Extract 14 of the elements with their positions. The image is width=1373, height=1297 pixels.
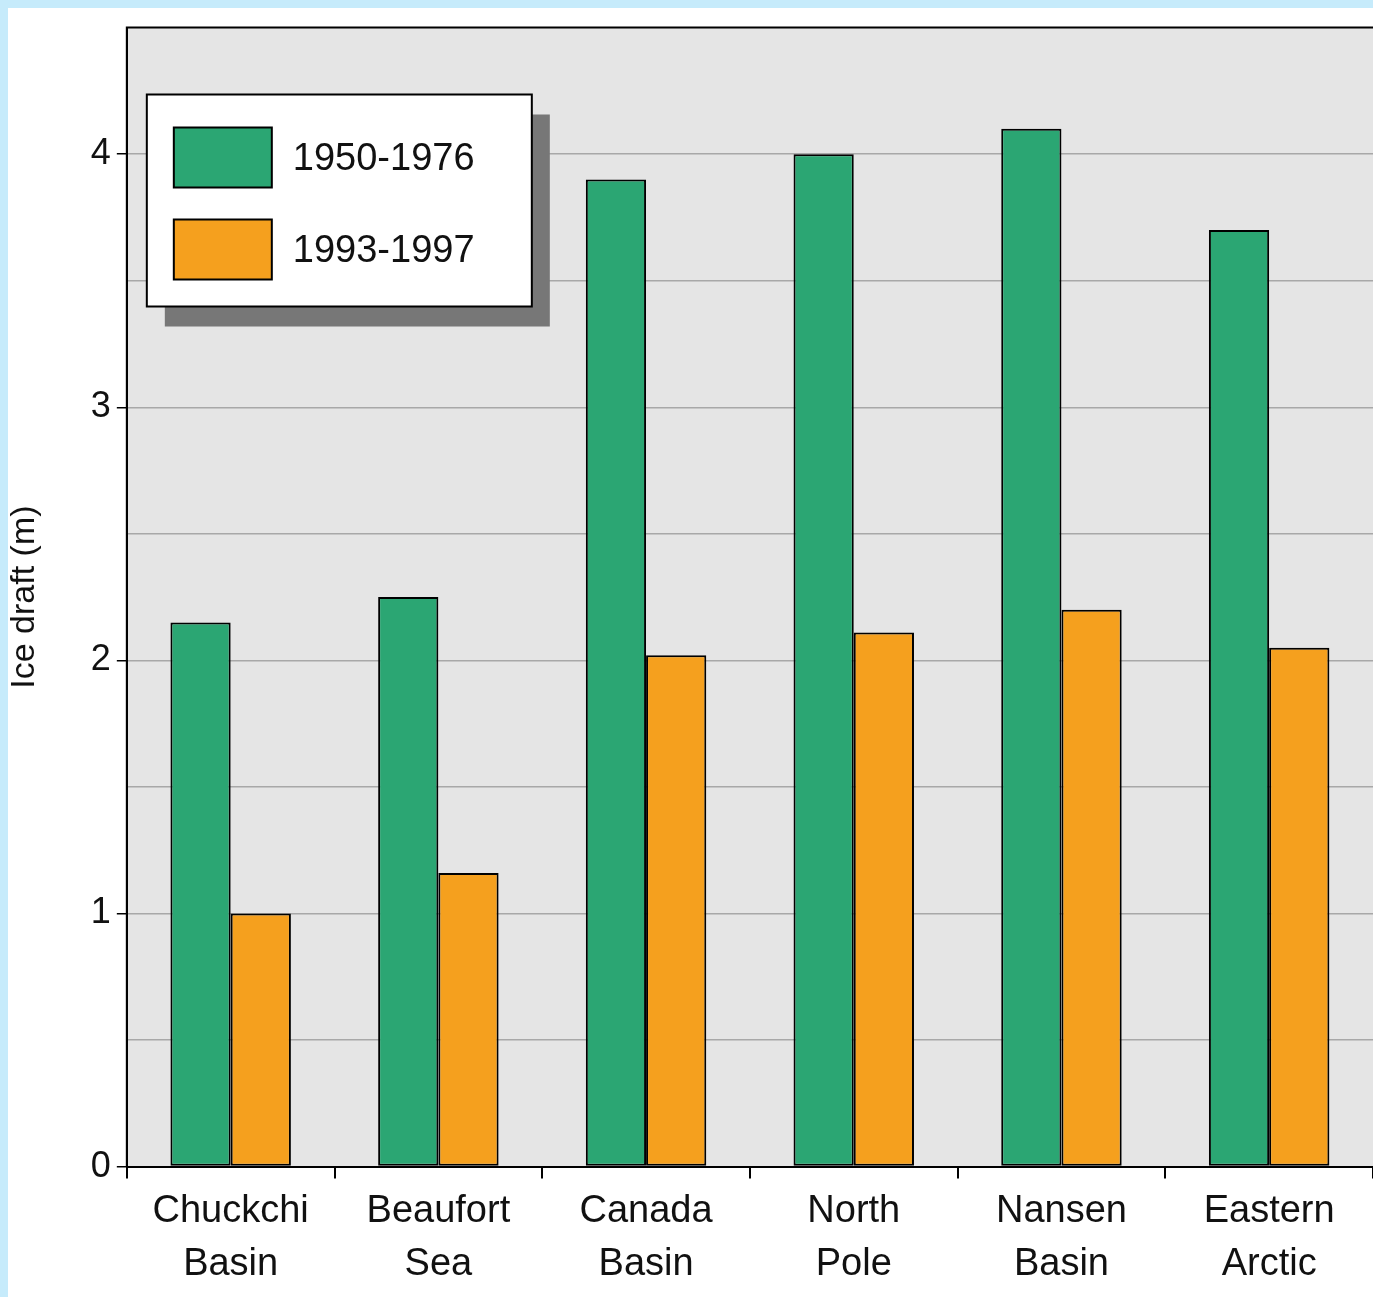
x-tick-label: Nansen Basin <box>995 1187 1127 1283</box>
legend-label: 1993-1997 <box>292 228 475 271</box>
legend-label: 1950-1976 <box>292 136 475 179</box>
y-tick-label: 1 <box>90 890 111 932</box>
x-tick-label: Chuckchi Basin <box>152 1187 309 1283</box>
x-tick-label: Canada Basin <box>579 1187 714 1283</box>
y-axis-title: Ice draft (m) <box>2 505 41 689</box>
y-tick-label: 4 <box>90 131 111 173</box>
x-tick-label: Beaufort Sea <box>366 1187 511 1283</box>
y-tick-label: 3 <box>90 384 111 426</box>
x-tick-label: North Pole <box>807 1187 901 1283</box>
y-tick-label: 0 <box>90 1143 111 1185</box>
x-tick-label: Eastern Arctic <box>1203 1187 1335 1283</box>
y-tick-label: 2 <box>90 637 111 679</box>
